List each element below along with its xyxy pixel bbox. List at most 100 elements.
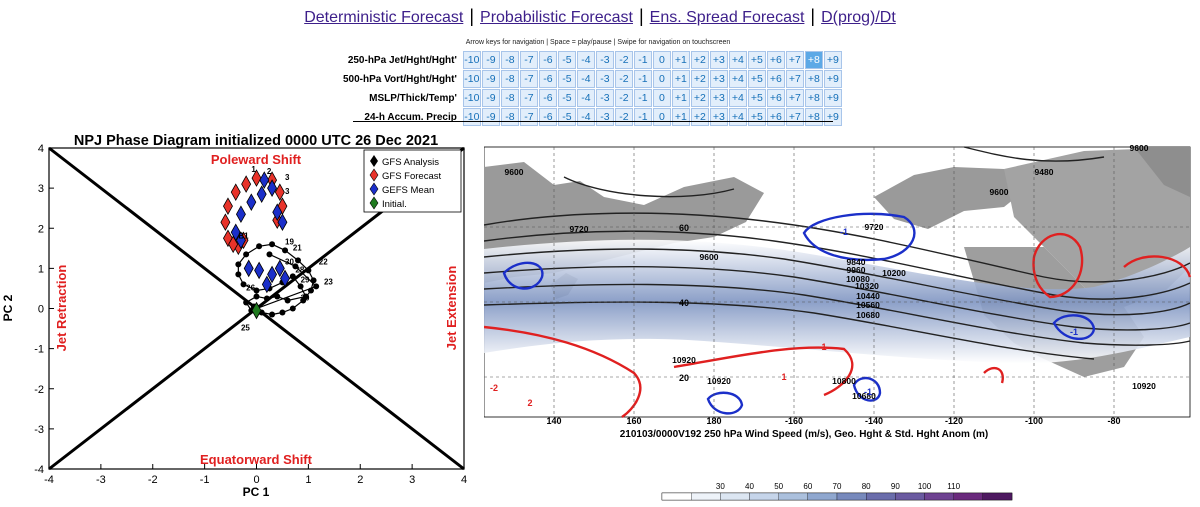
analysis-point [243,251,250,258]
forecast-step-cell[interactable]: +9 [823,51,842,69]
forecast-step-cell[interactable]: -7 [519,70,538,88]
forecast-step-cell[interactable]: -1 [633,51,652,69]
forecast-step-cell[interactable]: -1 [633,89,652,107]
forecast-step-cell[interactable]: -3 [595,108,614,126]
forecast-step-cell[interactable]: +9 [823,89,842,107]
forecast-step-cell[interactable]: +6 [766,51,785,69]
forecast-step-cell[interactable]: +7 [785,108,804,126]
forecast-step-cell[interactable]: 0 [652,89,671,107]
negative-anomaly-contour [1052,314,1096,341]
forecast-step-cell[interactable]: +5 [747,108,766,126]
forecast-step-cell[interactable]: -9 [481,108,500,126]
deterministic-forecast-link[interactable]: Deterministic Forecast [304,9,464,26]
forecast-step-cell[interactable]: +2 [690,70,709,88]
forecast-step-cell[interactable]: +7 [785,51,804,69]
forecast-step-cell[interactable]: +9 [823,108,842,126]
height-contour-label: 9600 [1130,143,1149,153]
forecast-step-cell[interactable]: +8 [804,108,823,126]
forecast-step-cell[interactable]: -5 [557,89,576,107]
forecast-step-cell[interactable]: -8 [500,70,519,88]
forecast-step-cell[interactable]: -4 [576,51,595,69]
forecast-step-cell[interactable]: +7 [785,70,804,88]
forecast-step-cell[interactable]: 0 [652,51,671,69]
forecast-step-cell[interactable]: +5 [747,70,766,88]
forecast-step-cell[interactable]: -7 [519,51,538,69]
ens-spread-forecast-link[interactable]: Ens. Spread Forecast [649,9,805,26]
dprog-dt-link[interactable]: D(prog)/Dt [821,9,896,26]
analysis-point [269,241,276,248]
forecast-step-cell[interactable]: -10 [462,89,481,107]
forecast-step-cell[interactable]: +1 [671,51,690,69]
forecast-step-cell[interactable]: +3 [709,70,728,88]
forecast-step-cell[interactable]: -5 [557,70,576,88]
forecast-step-cell[interactable]: -3 [595,51,614,69]
forecast-step-cell[interactable]: -10 [462,108,481,126]
forecast-step-cell[interactable]: -4 [576,89,595,107]
forecast-nav: Deterministic Forecast | Probabilistic For… [0,6,1200,27]
x-tick-label: 4 [461,474,467,486]
forecast-step-cell[interactable]: -10 [462,51,481,69]
positive-anomaly-contour [983,366,1004,384]
forecast-step-cell[interactable]: +7 [785,89,804,107]
forecast-step-cell[interactable]: +8 [804,51,823,69]
forecast-step-cell[interactable]: +4 [728,89,747,107]
forecast-step-cell[interactable]: -8 [500,108,519,126]
forecast-step-cell[interactable]: +2 [690,108,709,126]
forecast-step-cell[interactable]: +6 [766,108,785,126]
analysis-point [297,283,304,290]
forecast-step-cell[interactable]: -6 [538,51,557,69]
forecast-step-cell[interactable]: +1 [671,89,690,107]
forecast-step-cell[interactable]: -9 [481,70,500,88]
forecast-step-cell[interactable]: +4 [728,108,747,126]
probabilistic-forecast-link[interactable]: Probabilistic Forecast [480,9,633,26]
forecast-step-cell[interactable]: -7 [519,108,538,126]
forecast-step-cell[interactable]: -4 [576,108,595,126]
forecast-step-cell[interactable]: -7 [519,89,538,107]
height-contour-label: 9600 [505,167,524,177]
forecast-step-cell[interactable]: -2 [614,51,633,69]
forecast-step-cell[interactable]: -10 [462,70,481,88]
legend-initial-marker [369,196,379,210]
forecast-step-cell[interactable]: +1 [671,70,690,88]
analysis-point [256,243,263,250]
forecast-step-cell[interactable]: -9 [481,89,500,107]
forecast-step-cell[interactable]: -3 [595,70,614,88]
forecast-step-cell[interactable]: -8 [500,89,519,107]
forecast-step-cell[interactable]: +2 [690,51,709,69]
forecast-step-cell[interactable]: +5 [747,51,766,69]
anomaly-contour-label: -1 [864,387,872,397]
forecast-step-cell[interactable]: -9 [481,51,500,69]
forecast-step-cell[interactable]: -2 [614,89,633,107]
forecast-step-cell[interactable]: +4 [728,70,747,88]
forecast-step-cell[interactable]: +6 [766,89,785,107]
forecast-step-cell[interactable]: -6 [538,108,557,126]
forecast-step-cell[interactable]: +3 [709,51,728,69]
forecast-step-cell[interactable]: -1 [633,70,652,88]
forecast-step-cell[interactable]: -6 [538,70,557,88]
forecast-step-cell[interactable]: +8 [804,70,823,88]
forecast-step-cell[interactable]: -4 [576,70,595,88]
matrix-row: 500-hPa Vort/Hght/Hght' -10 -9 -8 -7 -6 -5 -4 -3… [343,70,842,88]
forecast-step-cell[interactable]: +9 [823,70,842,88]
forecast-step-cell[interactable]: -6 [538,89,557,107]
forecast-step-cell[interactable]: 0 [652,108,671,126]
forecast-step-cell[interactable]: -8 [500,51,519,69]
forecast-step-cell[interactable]: +6 [766,70,785,88]
forecast-step-cell[interactable]: -2 [614,70,633,88]
nav-separator: | [469,6,475,26]
forecast-step-cell[interactable]: -3 [595,89,614,107]
forecast-step-cell[interactable]: +4 [728,51,747,69]
forecast-step-cell[interactable]: -2 [614,108,633,126]
forecast-step-cell[interactable]: -1 [633,108,652,126]
forecast-step-cell[interactable]: -5 [557,51,576,69]
forecast-step-cell[interactable]: +5 [747,89,766,107]
negative-anomaly-contour [706,391,744,415]
latitude-label: 20 [679,373,689,383]
forecast-step-cell[interactable]: +2 [690,89,709,107]
forecast-step-cell[interactable]: 0 [652,70,671,88]
forecast-step-cell[interactable]: +8 [804,89,823,107]
forecast-step-cell[interactable]: +3 [709,108,728,126]
forecast-step-cell[interactable]: +3 [709,89,728,107]
forecast-step-cell[interactable]: +1 [671,108,690,126]
forecast-step-cell[interactable]: -5 [557,108,576,126]
